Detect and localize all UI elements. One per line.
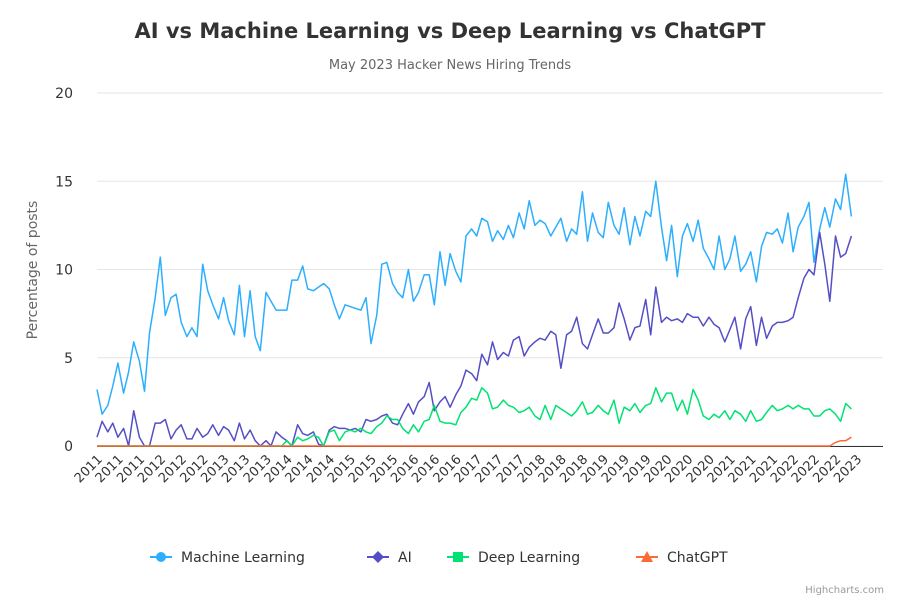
- series-line-ai[interactable]: [96, 231, 853, 447]
- legend-label: AI: [398, 550, 412, 566]
- y-tick-label: 10: [55, 263, 73, 279]
- grid: [97, 92, 883, 447]
- credits-link[interactable]: Highcharts.com: [805, 585, 884, 596]
- x-axis-ticks: 2011201120112012201220122013201320132014…: [72, 452, 865, 486]
- legend-item-chatgpt[interactable]: ChatGPT: [636, 550, 728, 566]
- y-tick-label: 0: [64, 439, 73, 455]
- legend-item-ai[interactable]: AI: [367, 550, 412, 566]
- y-tick-label: 5: [64, 351, 73, 367]
- chart-subtitle: May 2023 Hacker News Hiring Trends: [329, 58, 571, 73]
- y-tick-label: 15: [55, 174, 73, 190]
- legend[interactable]: Machine Learning AI Deep Learning ChatGPT: [150, 550, 728, 566]
- legend-item-machine-learning[interactable]: Machine Learning: [150, 550, 305, 566]
- legend-circle-marker: [156, 552, 166, 562]
- y-tick-label: 20: [55, 86, 73, 102]
- series-line-deep-learning[interactable]: [97, 387, 852, 447]
- legend-diamond-marker: [372, 551, 384, 563]
- chart-title: AI vs Machine Learning vs Deep Learning …: [134, 19, 766, 43]
- y-axis-ticks: 0 5 10 15 20: [55, 86, 73, 455]
- legend-triangle-marker: [641, 551, 653, 562]
- legend-square-marker: [453, 552, 463, 562]
- y-axis-label: Percentage of posts: [25, 201, 41, 340]
- legend-label: Machine Learning: [181, 550, 305, 566]
- legend-label: ChatGPT: [667, 550, 728, 566]
- series-lines: [96, 173, 853, 447]
- series-line-chatgpt[interactable]: [97, 436, 852, 447]
- legend-label: Deep Learning: [478, 550, 580, 566]
- series-line-machine-learning[interactable]: [96, 173, 853, 415]
- legend-item-deep-learning[interactable]: Deep Learning: [447, 550, 580, 566]
